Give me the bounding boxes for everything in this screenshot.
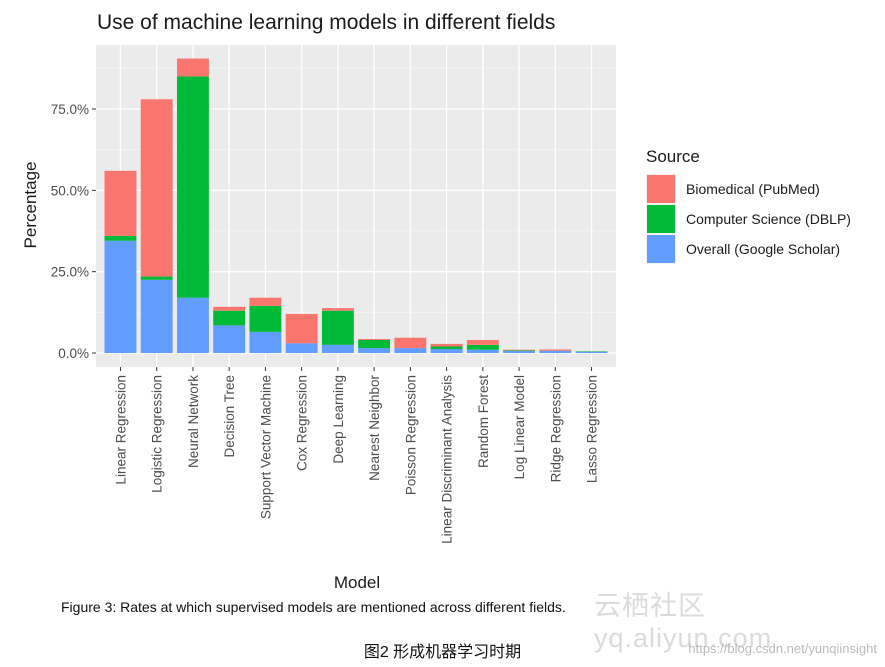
x-tick-label: Deep Learning bbox=[331, 375, 346, 464]
x-tick-label: Linear Regression bbox=[113, 375, 128, 485]
bar-segment bbox=[176, 297, 209, 353]
legend-swatch bbox=[647, 235, 675, 263]
figure-caption: Figure 3: Rates at which supervised mode… bbox=[61, 599, 566, 615]
chart-title: Use of machine learning models in differ… bbox=[97, 11, 555, 34]
y-tick-label: 75.0% bbox=[51, 102, 89, 117]
bar-segment bbox=[321, 308, 354, 311]
figure-subcaption: 图2 形成机器学习时期 bbox=[363, 644, 522, 661]
y-tick-label: 50.0% bbox=[51, 183, 89, 198]
bar-segment bbox=[104, 170, 137, 236]
legend-swatch bbox=[647, 205, 675, 233]
legend-label: Computer Science (DBLP) bbox=[686, 211, 851, 227]
bar-segment bbox=[575, 351, 608, 352]
bar-segment bbox=[358, 339, 391, 340]
bar-segment bbox=[394, 348, 427, 353]
bar-segment bbox=[503, 350, 536, 352]
bar-segment bbox=[430, 349, 463, 353]
bar-segment bbox=[539, 350, 572, 353]
bar-segment bbox=[104, 235, 137, 241]
x-tick-label: Cox Regression bbox=[295, 375, 310, 471]
bar-segment bbox=[430, 346, 463, 350]
x-tick-label: Ridge Regression bbox=[548, 375, 563, 482]
bar-segment bbox=[104, 240, 137, 353]
bar-segment bbox=[321, 310, 354, 345]
x-tick-label: Linear Discriminant Analysis bbox=[440, 375, 455, 544]
bar-segment bbox=[430, 343, 463, 347]
legend-label: Overall (Google Scholar) bbox=[686, 241, 840, 257]
bar-segment bbox=[213, 306, 246, 311]
bar-segment bbox=[213, 325, 246, 353]
x-tick-label: Decision Tree bbox=[222, 375, 237, 458]
bar-segment bbox=[466, 349, 499, 353]
x-tick-label: Support Vector Machine bbox=[258, 375, 273, 519]
bar-segment bbox=[321, 344, 354, 353]
bar-segment bbox=[249, 331, 282, 353]
bar-segment bbox=[539, 349, 572, 351]
y-tick-label: 0.0% bbox=[58, 346, 89, 361]
bar-segment bbox=[140, 276, 173, 280]
bar-segment bbox=[466, 339, 499, 345]
y-axis: 0.0% 25.0% 50.0% 75.0% bbox=[51, 102, 96, 361]
bar-segment bbox=[249, 305, 282, 332]
legend: Source Biomedical (PubMed) Computer Scien… bbox=[646, 147, 851, 264]
watermark: 云栖社区 yq.aliyun.com bbox=[594, 591, 773, 653]
bar-segment bbox=[285, 343, 318, 353]
bars bbox=[104, 58, 608, 353]
bar-segment bbox=[249, 297, 282, 306]
x-tick-label: Nearest Neighbor bbox=[367, 375, 382, 481]
bar-segment bbox=[358, 339, 391, 349]
x-tick-label: Poisson Regression bbox=[403, 375, 418, 495]
bar-segment bbox=[285, 313, 318, 344]
bar-segment bbox=[466, 344, 499, 350]
bar-segment bbox=[394, 337, 427, 349]
x-tick-label: Neural Network bbox=[186, 375, 201, 468]
bar-segment bbox=[140, 99, 173, 277]
bar-segment bbox=[503, 349, 536, 351]
legend-label: Biomedical (PubMed) bbox=[686, 181, 820, 197]
bar-segment bbox=[503, 351, 536, 353]
bar-segment bbox=[213, 310, 246, 326]
watermark-url: https://blog.csdn.net/yunqiinsight bbox=[688, 641, 877, 656]
plot-panel bbox=[96, 45, 616, 367]
bar-segment bbox=[176, 76, 209, 298]
bar-segment bbox=[176, 58, 209, 77]
x-tick-label: Logistic Regression bbox=[150, 375, 165, 493]
x-axis: Linear Regression Logistic Regression Neur… bbox=[113, 367, 600, 544]
x-tick-label: Lasso Regression bbox=[585, 375, 600, 483]
bar-segment bbox=[140, 279, 173, 353]
y-axis-title: Percentage bbox=[21, 162, 40, 249]
x-axis-title: Model bbox=[334, 573, 380, 592]
x-tick-label: Log Linear Model bbox=[512, 375, 527, 479]
bar-segment bbox=[575, 351, 608, 353]
legend-swatch bbox=[647, 175, 675, 203]
legend-title: Source bbox=[646, 147, 700, 166]
y-tick-label: 25.0% bbox=[51, 265, 89, 280]
x-tick-label: Random Forest bbox=[476, 375, 491, 468]
bar-segment bbox=[358, 348, 391, 353]
